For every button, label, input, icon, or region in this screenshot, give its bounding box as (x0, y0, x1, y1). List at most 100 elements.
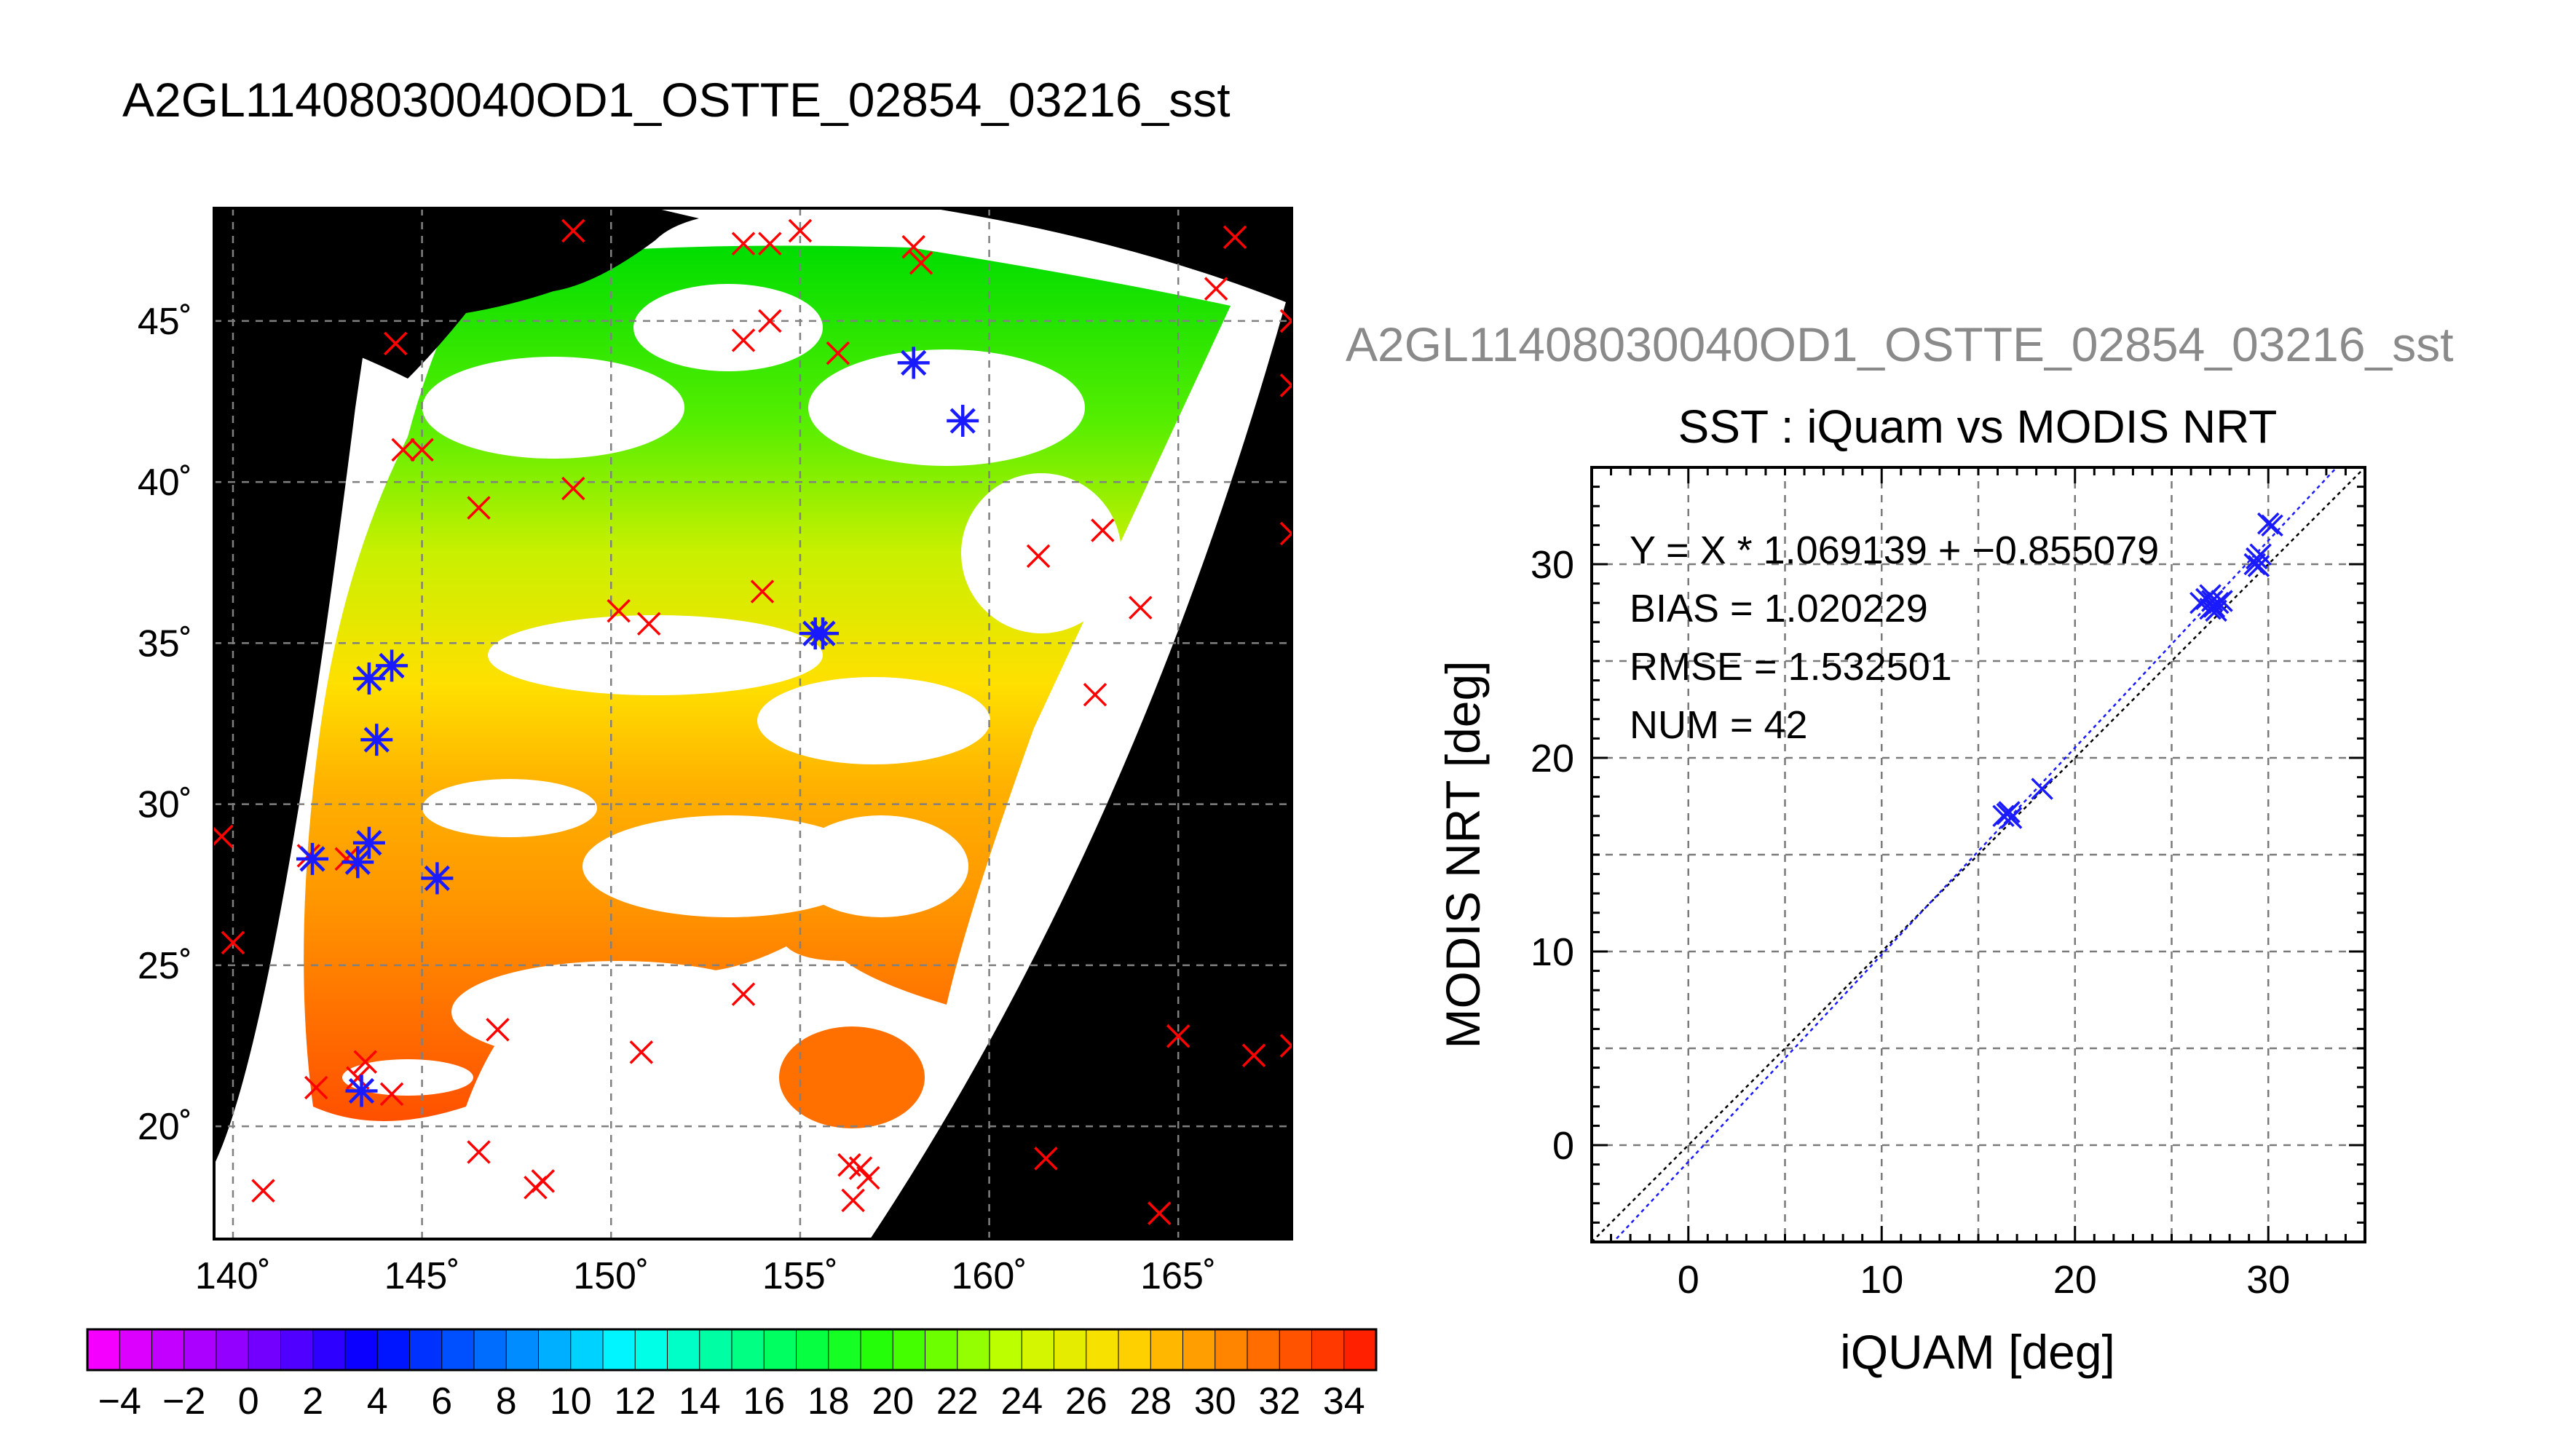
scatter-subtitle: A2GL11408030040OD1_OSTTE_02854_03216_sst (1346, 317, 2454, 371)
colorbar-cell (1279, 1329, 1313, 1371)
colorbar-cell (312, 1329, 346, 1371)
map-red-x-marker (531, 1169, 556, 1193)
map-y-tick-label: 20˚ (138, 1106, 192, 1148)
map-red-x-marker (251, 1179, 275, 1203)
colorbar-cell (731, 1329, 765, 1371)
map-red-x-marker (486, 1018, 510, 1042)
map-red-x-marker (1091, 518, 1115, 542)
scatter-point (2031, 778, 2053, 800)
scatter-point (2261, 514, 2283, 537)
scatter-point (1998, 801, 2021, 823)
map-red-x-marker (221, 930, 245, 955)
scatter-point (1992, 804, 2015, 828)
colorbar-cell (828, 1329, 861, 1371)
scatter-point (1999, 807, 2023, 829)
colorbar-cell (1118, 1329, 1152, 1371)
scatter-plot: 0 10 20 30 0 10 20 30 Y = X * 1.069139 + −0.85… (1436, 466, 2366, 1379)
colorbar-cell (602, 1329, 636, 1371)
map-blue-star-marker (947, 405, 979, 438)
map-y-tick-label: 25˚ (138, 945, 192, 987)
map-red-x-marker (731, 328, 756, 352)
scatter-x-tick-label: 20 (2053, 1258, 2097, 1302)
map-red-x-marker (1279, 521, 1292, 546)
map-x-tick-label: 155˚ (762, 1255, 838, 1297)
map-x-tick-label: 165˚ (1140, 1255, 1216, 1297)
colorbar-cell (1021, 1329, 1055, 1371)
map-gridlines (214, 208, 1292, 1239)
map-red-x-marker (636, 612, 661, 636)
colorbar-cell (1054, 1329, 1087, 1371)
scatter-x-tick-label: 0 (1678, 1258, 1699, 1302)
colorbar-tick-label: 22 (936, 1380, 979, 1423)
map-red-x-marker (379, 1082, 404, 1107)
colorbar-cell (667, 1329, 700, 1371)
colorbar-cell (860, 1329, 894, 1371)
map-red-x-marker (467, 496, 491, 520)
colorbar-tick-label: 24 (1000, 1380, 1043, 1423)
colorbar-tick-label: 2 (302, 1380, 323, 1423)
map-blue-star-marker (376, 649, 408, 682)
colorbar-cell (183, 1329, 217, 1371)
colorbar-cell (1086, 1329, 1119, 1371)
scatter-annotation: RMSE = 1.532501 (1630, 645, 1952, 689)
map-x-tick-label: 145˚ (384, 1255, 460, 1297)
colorbar-cell (151, 1329, 185, 1371)
map-red-x-marker (410, 438, 434, 462)
colorbar-cell (505, 1329, 540, 1371)
map-red-x-marker (856, 1166, 880, 1190)
map-red-x-marker (1223, 225, 1247, 250)
colorbar-cell (1182, 1329, 1216, 1371)
colorbar-frame (86, 1328, 1378, 1372)
colorbar-tick-label: 32 (1258, 1380, 1300, 1423)
map-y-tick-labels: 20˚ 25˚ 30˚ 35˚ 40˚ 45˚ (138, 301, 192, 1148)
colorbar-cell (280, 1329, 314, 1371)
map-red-x-marker (848, 1156, 873, 1180)
map-red-x-marker (1026, 544, 1051, 569)
colorbar-cell (1247, 1329, 1281, 1371)
map-red-x-marker (1279, 373, 1292, 397)
colorbar-tick-label: 8 (496, 1380, 517, 1423)
map-red-x-marker (731, 232, 756, 256)
colorbar-cell (376, 1329, 411, 1371)
scatter-title: SST : iQuam vs MODIS NRT (1678, 400, 2278, 453)
scatter-x-tick-labels: 0 10 20 30 (1678, 1258, 2291, 1302)
map-blue-star-marker (352, 826, 385, 859)
scatter-y-axis-label: MODIS NRT [deg] (1436, 660, 1490, 1048)
colorbar-cells (87, 1329, 1377, 1371)
map-red-x-marker (901, 234, 925, 259)
scatter-point (2205, 599, 2227, 622)
map-red-x-marker (841, 1188, 865, 1213)
colorbar-cell (441, 1329, 475, 1371)
colorbar-cell (344, 1329, 379, 1371)
scatter-tick-marks (1590, 466, 2366, 1243)
map-red-x-marker (561, 218, 585, 243)
scatter-x-axis-label: iQUAM [deg] (1840, 1325, 2115, 1379)
map-blue-star-marker (421, 862, 454, 895)
scatter-y-tick-label: 20 (1531, 737, 1574, 780)
colorbar: −4 −2 0 2 4 6 8 10 12 14 16 18 20 22 24 26 28 30 32 34 (86, 1328, 1378, 1423)
scatter-points (1992, 512, 2283, 829)
map-red-x-marker (1148, 1201, 1172, 1225)
map-red-x-marker (353, 1050, 377, 1074)
map-blue-star-marker (341, 846, 374, 879)
scatter-gridlines (1592, 467, 2365, 1242)
scatter-point (2243, 553, 2266, 576)
colorbar-cell (925, 1329, 958, 1371)
map-y-tick-label: 40˚ (138, 462, 192, 504)
map-frame (213, 207, 1293, 1241)
map-x-tick-label: 140˚ (195, 1255, 271, 1297)
map-blue-star-marker (360, 724, 393, 756)
colorbar-cell (570, 1329, 604, 1371)
map-red-x-marker (731, 982, 756, 1006)
land-mass (342, 208, 699, 379)
scatter-annotations: Y = X * 1.069139 + −0.855079 BIAS = 1.020… (1630, 529, 2159, 747)
map-y-tick-label: 35˚ (138, 622, 192, 665)
map-red-x-marker (1129, 596, 1153, 620)
map-blue-star-markers (296, 347, 979, 1107)
colorbar-tick-label: 4 (367, 1380, 388, 1423)
colorbar-tick-label: 0 (238, 1380, 259, 1423)
colorbar-tick-label: 6 (431, 1380, 452, 1423)
map-red-x-marker (607, 598, 631, 623)
scatter-reference-lines (1592, 467, 2365, 1242)
